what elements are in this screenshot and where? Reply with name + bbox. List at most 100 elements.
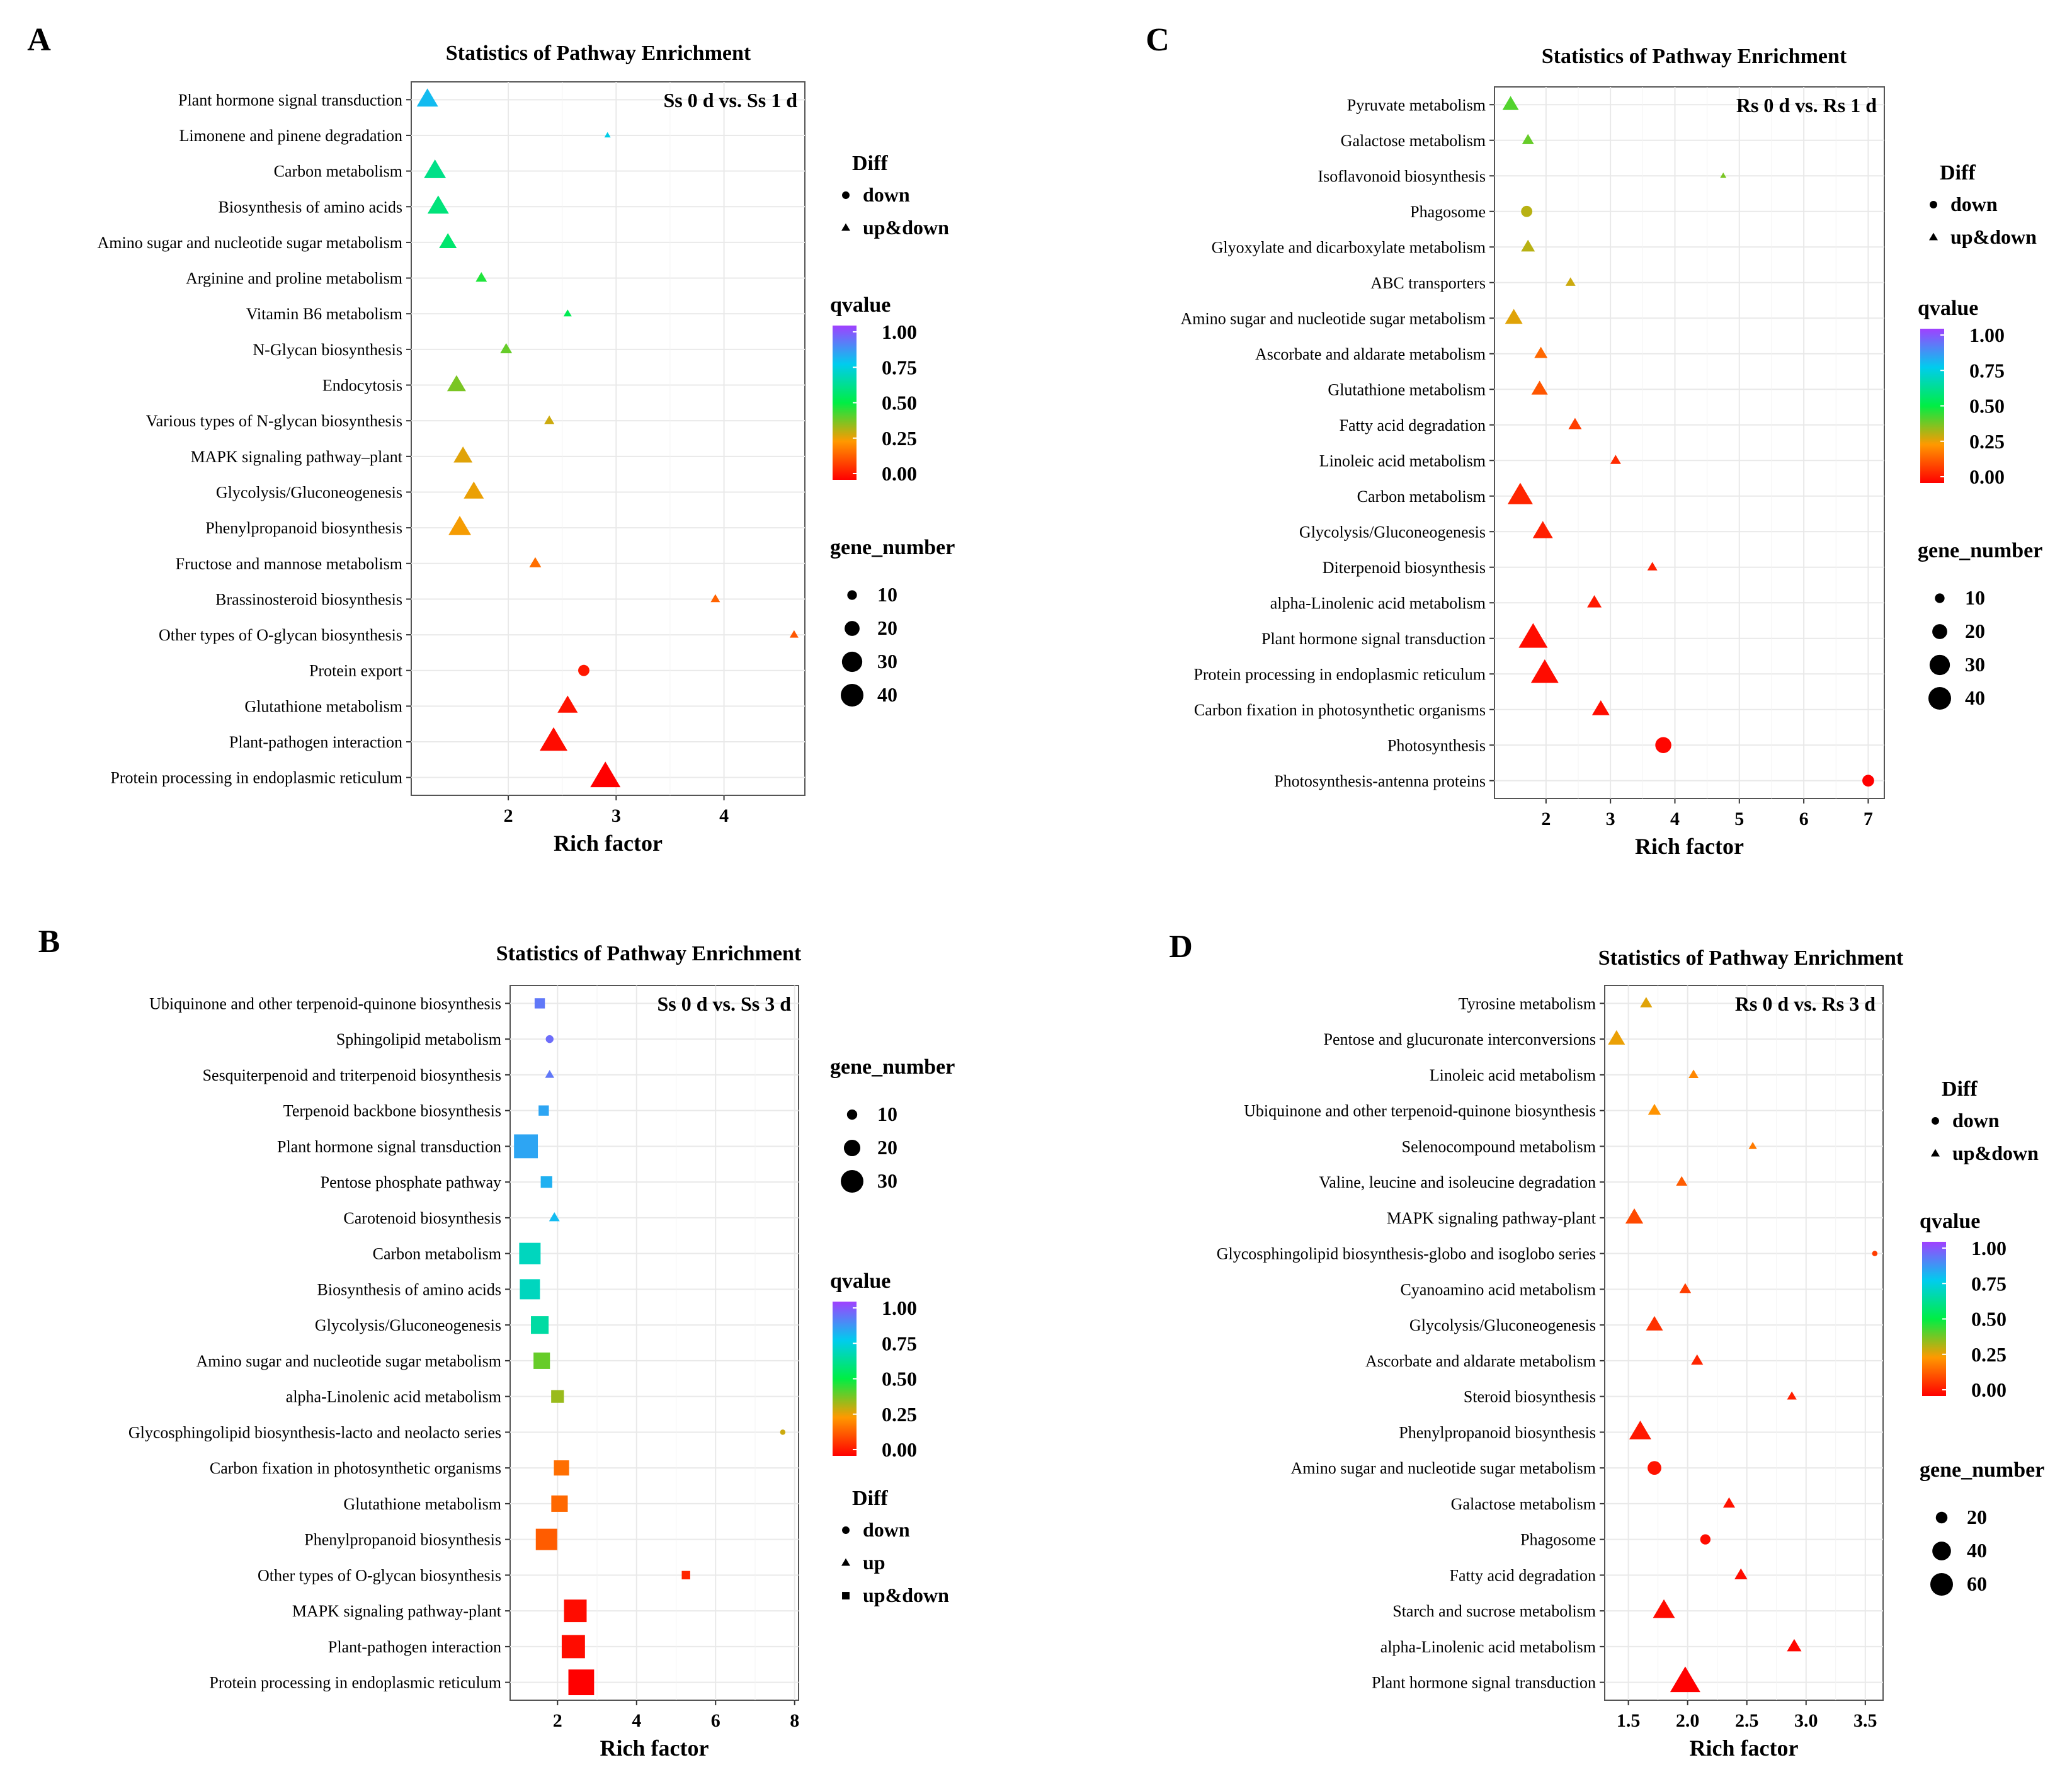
diff-legend-key — [842, 191, 850, 199]
gene-number-legend-key — [843, 1139, 861, 1157]
pathway-label: Tyrosine metabolism — [1459, 994, 1596, 1013]
gene-number-legend-title: gene_number — [830, 536, 955, 559]
data-point — [1640, 997, 1653, 1008]
data-point — [535, 1528, 557, 1550]
data-point — [590, 761, 621, 788]
qvalue-tick-label: 1.00 — [1969, 324, 2005, 346]
gene-number-legend-key — [1929, 654, 1950, 676]
x-tick-label: 2 — [553, 1710, 562, 1731]
pathway-label: Various types of N-glycan biosynthesis — [146, 412, 402, 430]
diff-legend-key — [841, 223, 850, 231]
pathway-label: Biosynthesis of amino acids — [317, 1280, 501, 1298]
pathway-label: Fatty acid degradation — [1450, 1566, 1596, 1584]
pathway-label: Photosynthesis — [1387, 736, 1486, 754]
pathway-label: Glutathione metabolism — [1328, 380, 1486, 399]
gene-number-legend-label: 10 — [877, 583, 897, 606]
comparison-label: Rs 0 d vs. Rs 3 d — [1735, 992, 1876, 1015]
gene-number-legend-label: 40 — [877, 683, 897, 706]
pathway-label: Isoflavonoid biosynthesis — [1318, 167, 1486, 185]
panel-letter: D — [1169, 929, 1193, 965]
data-point — [1591, 700, 1610, 715]
pathway-label: Photosynthesis-antenna proteins — [1274, 772, 1486, 790]
data-point — [1655, 737, 1671, 753]
x-tick-label: 2 — [504, 805, 513, 826]
data-point — [540, 727, 568, 751]
pathway-label: Carbon metabolism — [274, 162, 402, 181]
diff-legend-label: down — [1950, 193, 1998, 215]
data-point — [1530, 659, 1559, 683]
plot-area — [411, 81, 805, 796]
x-tick-label: 5 — [1734, 809, 1744, 829]
pathway-label: Fatty acid degradation — [1340, 416, 1486, 434]
comparison-label: Ss 0 d vs. Ss 3 d — [657, 992, 791, 1015]
pathway-label: Glutathione metabolism — [343, 1495, 501, 1513]
pathway-label: Sphingolipid metabolism — [336, 1030, 501, 1048]
gene-number-legend-label: 60 — [1967, 1572, 1987, 1595]
chart-title: Statistics of Pathway Enrichment — [1542, 45, 1847, 68]
qvalue-colorbar — [1920, 329, 1944, 483]
pathway-label: Endocytosis — [322, 377, 402, 395]
data-point — [500, 343, 513, 354]
x-tick-label: 2.5 — [1735, 1710, 1759, 1731]
gene-number-legend-label: 30 — [877, 650, 897, 673]
data-point — [568, 1669, 595, 1696]
diff-legend-label: up&down — [1952, 1142, 2039, 1164]
data-point — [1676, 1176, 1688, 1186]
diff-legend-key — [842, 1526, 850, 1534]
x-tick-label: 3.5 — [1853, 1710, 1877, 1731]
pathway-label: Glycolysis/Gluconeogenesis — [315, 1316, 501, 1334]
pathway-label: Other types of O-glycan biosynthesis — [159, 626, 402, 644]
pathway-label: Phagosome — [1410, 203, 1486, 221]
x-tick-label: 3.0 — [1794, 1710, 1818, 1731]
pathway-label: N-Glycan biosynthesis — [253, 341, 402, 359]
panel-a: A Statistics of Pathway Enrichment 2 3 4 Rich… — [27, 22, 955, 856]
pathway-label: Amino sugar and nucleotide sugar metabol… — [97, 234, 402, 252]
data-point — [561, 1635, 585, 1659]
pathway-label: Carbon fixation in photosynthetic organi… — [210, 1459, 501, 1477]
data-point — [1862, 775, 1874, 787]
diff-legend-label: up — [863, 1551, 885, 1574]
data-point — [1521, 239, 1535, 252]
qvalue-tick-label: 0.50 — [882, 392, 917, 414]
data-point — [545, 1035, 554, 1043]
x-tick-label: 2.0 — [1676, 1710, 1700, 1731]
data-point — [564, 1599, 587, 1623]
pathway-label: Ubiquinone and other terpenoid-quinone b… — [1244, 1102, 1596, 1120]
data-point — [464, 481, 484, 499]
data-point — [549, 1212, 560, 1222]
pathway-label: Selenocompound metabolism — [1402, 1137, 1596, 1156]
pathway-label: Linoleic acid metabolism — [1319, 452, 1486, 470]
x-tick-label: 4 — [632, 1710, 641, 1731]
pathway-label: Phagosome — [1520, 1531, 1596, 1549]
data-point — [545, 1070, 555, 1078]
data-point — [538, 1105, 549, 1116]
gene-number-legend-key — [1935, 593, 1945, 603]
pathway-label: Biosynthesis of amino acids — [219, 198, 402, 216]
pathway-label: Plant-pathogen interaction — [229, 733, 402, 751]
gene-number-legend-label: 20 — [1967, 1506, 1987, 1528]
pathway-label: Ubiquinone and other terpenoid-quinone b… — [149, 994, 501, 1013]
data-point — [544, 415, 555, 424]
pathway-label: Carbon fixation in photosynthetic organi… — [1194, 701, 1486, 719]
pathway-label: Protein export — [309, 662, 403, 680]
data-point — [534, 998, 545, 1009]
data-point — [520, 1279, 540, 1300]
qvalue-colorbar — [833, 1302, 857, 1456]
data-point — [427, 195, 449, 214]
pathway-label: Protein processing in endoplasmic reticu… — [209, 1674, 501, 1692]
pathway-label: MAPK signaling pathway-plant — [1387, 1209, 1597, 1227]
diff-legend-key — [842, 1592, 850, 1599]
gene-number-legend-key — [1928, 687, 1951, 710]
pathway-label: Glycosphingolipid biosynthesis-lacto and… — [128, 1423, 501, 1441]
data-point — [1646, 1315, 1663, 1331]
pathway-label: Terpenoid backbone biosynthesis — [283, 1102, 501, 1120]
gene-number-legend-label: 40 — [1967, 1539, 1987, 1562]
x-tick-label: 8 — [790, 1710, 799, 1731]
pathway-label: Glyoxylate and dicarboxylate metabolism — [1212, 238, 1486, 256]
data-point — [604, 132, 611, 138]
x-tick-label: 7 — [1864, 809, 1873, 829]
chart-title: Statistics of Pathway Enrichment — [446, 42, 751, 65]
diff-legend-key — [1931, 1149, 1940, 1157]
pathway-label: Plant-pathogen interaction — [328, 1638, 501, 1656]
